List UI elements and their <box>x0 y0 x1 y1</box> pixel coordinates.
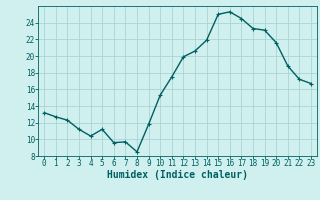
X-axis label: Humidex (Indice chaleur): Humidex (Indice chaleur) <box>107 170 248 180</box>
